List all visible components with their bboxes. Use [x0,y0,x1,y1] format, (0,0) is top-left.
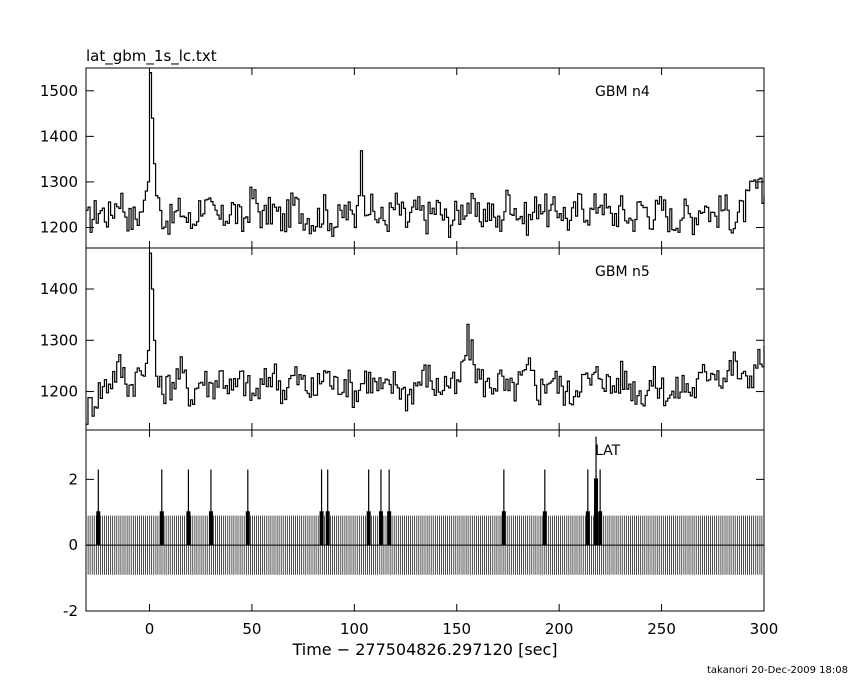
y-tick-label: 1400 [40,280,78,298]
y-tick-label: 1300 [40,331,78,349]
lat-event-bin [186,511,191,546]
panel-label: LAT [595,443,621,459]
lat-event-bin [208,511,213,546]
x-tick-label: 200 [545,620,574,638]
panel-frame [85,247,765,431]
x-tick-label: 150 [442,620,471,638]
lat-event-bin [96,511,101,546]
x-tick-label: 100 [340,620,369,638]
lat-event-bin [366,511,371,546]
lat-event-bin [501,511,506,546]
lat-event-bin [159,511,164,546]
lat-event-bin [594,478,599,546]
panel-frame [85,67,765,249]
lat-event-bin [585,511,590,546]
light-curve-n4 [86,72,765,238]
y-tick-label: 2 [68,470,78,488]
panel-gbm-n4: 1200 1300 1400 1500 GBM n4 [40,67,765,249]
credit-line: takanori 20-Dec-2009 18:08 [707,665,848,676]
x-axis-label: Time − 277504826.297120 [sec] [291,640,557,659]
y-tick-label: 0 [68,536,78,554]
lat-event-bin [387,511,392,546]
panel-label: GBM n5 [595,264,650,280]
y-tick-label: 1200 [40,218,78,236]
panel-lat: -2 0 2 LAT [63,429,765,620]
lat-event-bin [598,511,603,546]
lat-event-bin [542,511,547,546]
x-tick-label: 250 [647,620,676,638]
x-tick-label: 50 [242,620,261,638]
y-tick-label: 1500 [40,82,78,100]
lat-event-bin [378,511,383,546]
light-curve-n5 [86,252,765,425]
file-title: lat_gbm_1s_lc.txt [86,47,217,66]
y-tick-label: 1400 [40,127,78,145]
x-axis: 0 50 100 150 200 250 300 [145,620,779,638]
x-tick-label: 0 [145,620,155,638]
x-tick-label: 300 [750,620,779,638]
lat-event-bin [245,511,250,546]
panel-gbm-n5: 1200 1300 1400 GBM n5 [40,247,765,431]
y-tick-label: -2 [63,602,78,620]
lat-event-bin [325,511,330,546]
y-tick-label: 1300 [40,173,78,191]
y-tick-label: 1200 [40,383,78,401]
panel-label: GBM n4 [595,84,650,100]
lat-event-bin [319,511,324,546]
